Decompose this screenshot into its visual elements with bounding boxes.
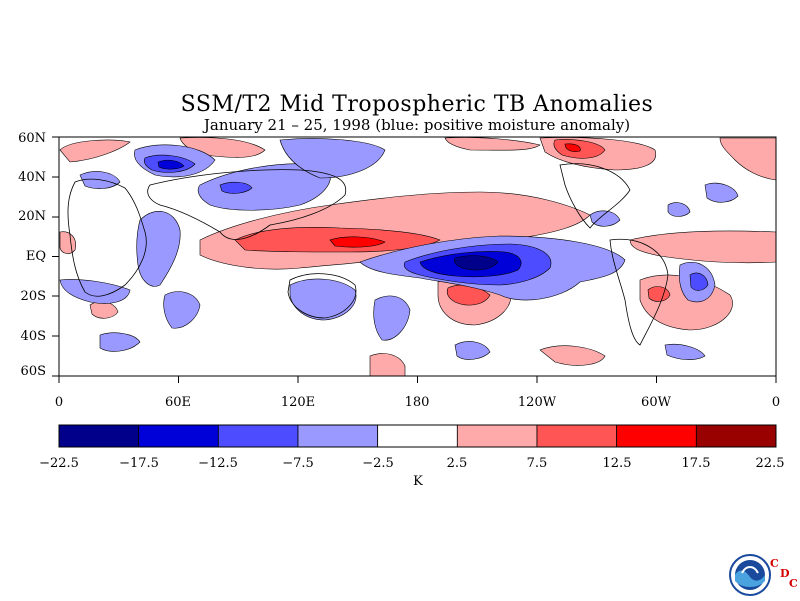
colorbar-tick-label: −22.5 [39, 456, 79, 471]
moist-contour-central-pacific-deep [453, 255, 499, 271]
warm-contour-east-atlantic [629, 230, 776, 264]
colorbar-cell [616, 424, 697, 448]
colorbar-tick-label: 7.5 [526, 456, 548, 471]
warm-contour-africa-west [59, 231, 76, 254]
map-subtitle: January 21 – 25, 1998 (blue: positive mo… [203, 116, 631, 134]
colorbar-tick-label: 17.5 [681, 456, 711, 471]
moist-contour-atlantic-small [667, 202, 691, 217]
lat-label-60n: 60N [18, 131, 46, 146]
colorbar-cell [217, 424, 299, 448]
logo-letter: C [789, 577, 798, 590]
map-title: SSM/T2 Mid Tropospheric TB Anomalies [180, 92, 654, 117]
colorbar-unit-label: K [413, 474, 423, 489]
logo-letter: C [770, 557, 779, 570]
colorbar-tick-label: −2.5 [362, 456, 394, 471]
lon-label-60e: 60E [164, 395, 192, 410]
moist-contour-central-asia-core [219, 181, 253, 194]
colorbar-tick-label: 2.5 [446, 456, 468, 471]
warm-contour-southern-ocean-1 [369, 353, 406, 376]
moist-contour-new-zealand [373, 295, 411, 341]
lon-label-180: 180 [404, 395, 430, 410]
lon-label-120e: 120E [280, 395, 316, 410]
axis-ticks [52, 136, 777, 383]
colorbar-tick-label: 22.5 [755, 456, 785, 471]
warm-contour-southern-ocean-2 [539, 345, 606, 366]
noaa-logo: C D C [728, 553, 798, 597]
moist-contour-atlantic-north [704, 182, 739, 203]
lat-label-60s: 60S [20, 364, 46, 379]
lat-label-40n: 40N [18, 170, 46, 185]
moist-contour-australia [289, 278, 357, 321]
lon-label-0-east: 0 [771, 395, 781, 410]
moist-contour-asia-deep [157, 159, 185, 170]
lon-label-60w: 60W [641, 395, 671, 410]
colorbar-cell [138, 424, 219, 448]
lon-label-120w: 120W [517, 395, 557, 410]
logo-letter: D [780, 567, 790, 580]
colorbar-tick-label: 12.5 [602, 456, 632, 471]
colorbar-tick-label: −12.5 [198, 456, 238, 471]
warm-contour-northeast [719, 137, 776, 181]
moist-contour-south-africa [59, 279, 131, 304]
warm-contour-north-america-hot [564, 143, 581, 152]
warm-contour-tropical-hot [329, 236, 386, 248]
colorbar-frame [58, 424, 777, 448]
warm-contour-north-pacific [444, 137, 541, 151]
moist-contour-east-asia [279, 138, 386, 179]
colorbar-cell [536, 424, 618, 448]
noaa-emblem-icon [729, 554, 771, 596]
anomaly-contours [59, 137, 776, 376]
colorbar-tick-label: −17.5 [119, 456, 159, 471]
coastlines [67, 163, 669, 346]
colorbar-cell [377, 424, 458, 448]
colorbar [58, 424, 777, 448]
moist-contour-africa-east [136, 211, 181, 287]
warm-contour-north-atlantic-west [59, 139, 131, 163]
moist-contour-southern-ocean-a [454, 341, 491, 360]
colorbar-tick-label: −7.5 [282, 456, 314, 471]
moist-contour-caribbean [589, 210, 621, 227]
colorbar-cell [297, 424, 379, 448]
lat-label-40s: 40S [20, 329, 46, 344]
moist-contour-central-asia [197, 163, 331, 211]
lat-label-eq: EQ [25, 249, 46, 264]
colorbar-cell [695, 424, 777, 448]
moist-contour-brazil-core [689, 272, 709, 291]
lat-label-20s: 20S [20, 289, 46, 304]
warm-contour-indian-ocean [89, 301, 119, 319]
moist-contour-madagascar [163, 291, 201, 329]
lon-label-0: 0 [54, 395, 64, 410]
moist-contour-south-america-south [664, 343, 706, 360]
colorbar-cell [58, 424, 140, 448]
colorbar-cell [456, 424, 538, 448]
lat-label-20n: 20N [18, 209, 46, 224]
moist-contour-indian-south [99, 332, 141, 352]
